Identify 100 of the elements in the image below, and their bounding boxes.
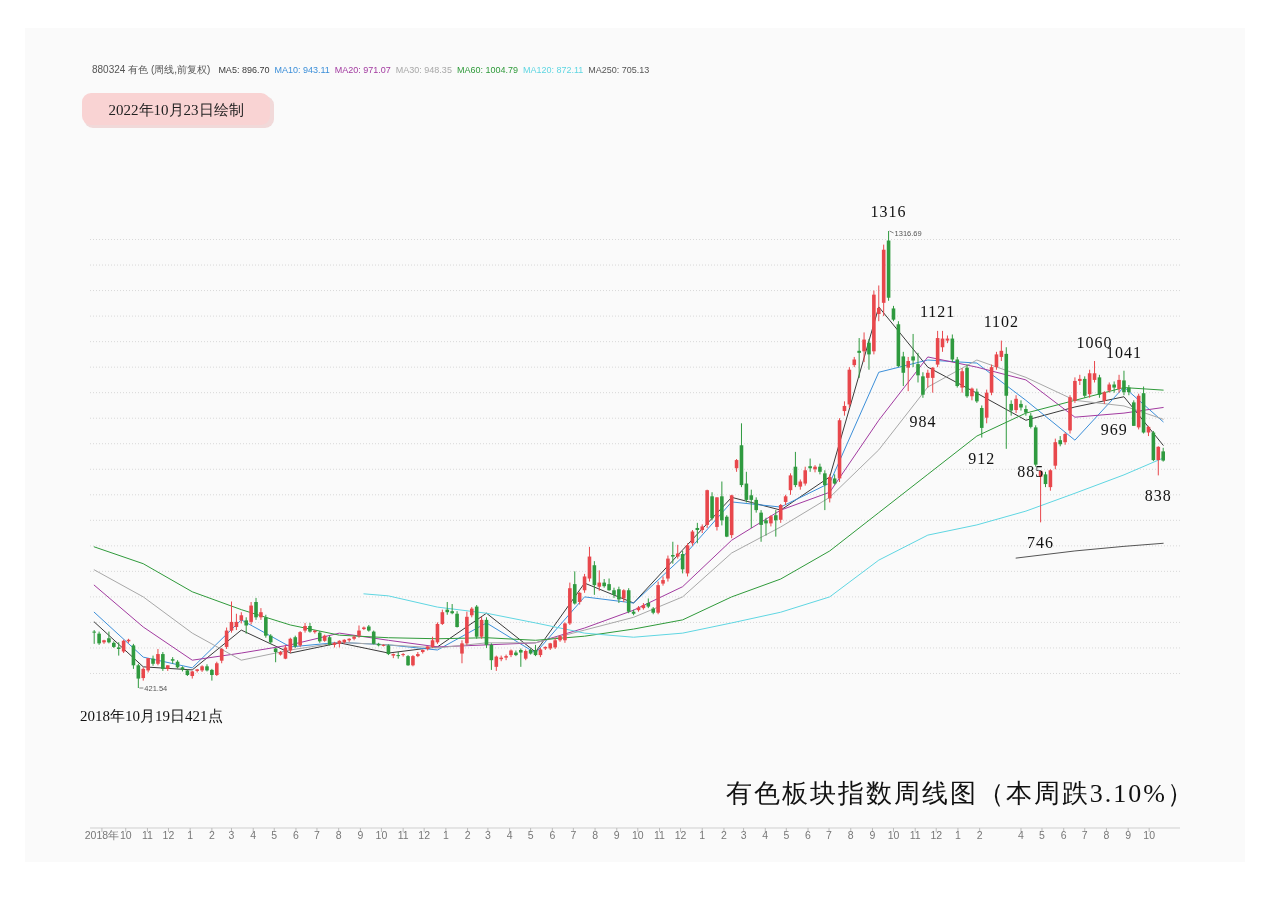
x-tick-label: 9 <box>613 829 620 841</box>
candlestick <box>161 651 165 672</box>
x-tick-label: 9 <box>357 829 364 841</box>
x-tick-label: 12 <box>162 829 175 841</box>
x-tick-label: 5 <box>1039 829 1046 841</box>
text: MA250: 705.13 <box>588 65 650 75</box>
candlestick <box>666 555 670 583</box>
x-tick-label: 10 <box>375 829 388 841</box>
x-tick-label: 5 <box>783 829 790 841</box>
x-tick-label: 11 <box>909 829 921 841</box>
candlestick <box>401 652 405 658</box>
candlestick <box>1117 374 1121 394</box>
candlestick <box>862 331 866 363</box>
x-tick-label: 10 <box>631 829 644 841</box>
x-tick-label: 4 <box>506 829 513 841</box>
x-tick-label: 10 <box>1143 829 1156 841</box>
annotation: 1316 <box>870 203 907 221</box>
x-tick-label: 11 <box>654 829 666 841</box>
candlestick <box>116 641 121 657</box>
candlestick <box>254 597 258 621</box>
x-tick-label: 10 <box>887 829 900 841</box>
x-tick-label: 3 <box>484 829 491 841</box>
x-tick-label: 2 <box>208 829 215 841</box>
candlestick <box>778 503 783 524</box>
candlestick <box>867 338 871 371</box>
annotation: 838 <box>1144 487 1172 505</box>
candlestick <box>210 668 214 682</box>
text: MA5: 896.70 <box>218 65 270 75</box>
candlestick <box>803 466 808 487</box>
candlestick <box>960 367 964 394</box>
x-tick-label: 1 <box>187 829 194 841</box>
candlestick <box>352 634 356 641</box>
text: MA120: 872.11 <box>522 65 584 75</box>
candlestick <box>504 654 508 661</box>
x-tick-label: 9 <box>869 829 876 841</box>
candlestick <box>827 473 832 503</box>
candlestick <box>808 458 812 473</box>
x-tick-label: 3 <box>740 829 747 841</box>
annotation: 1102 <box>983 312 1020 330</box>
x-tick-label: 8 <box>335 829 342 841</box>
x-tick-label: 4 <box>250 829 257 841</box>
candlestick <box>151 655 155 667</box>
candlestick <box>661 575 665 587</box>
text: MA10: 943.11 <box>274 65 330 75</box>
annotation: 746 <box>1027 534 1055 552</box>
text: MA60: 1004.79 <box>456 65 518 75</box>
x-tick-label: 1 <box>699 829 706 841</box>
x-tick-label: 2 <box>976 829 983 841</box>
candlestick <box>303 622 307 634</box>
x-tick-label: 6 <box>805 829 812 841</box>
x-tick-label: 2 <box>464 829 471 841</box>
x-tick-label: 7 <box>314 829 321 841</box>
candlestick <box>1019 399 1023 412</box>
candlestick <box>1156 445 1161 476</box>
candlestick <box>774 509 778 538</box>
candlestick <box>979 404 984 439</box>
x-tick-label: 2 <box>721 829 728 841</box>
x-tick-label: 8 <box>592 829 599 841</box>
x-tick-label: 2018年 <box>84 829 120 841</box>
candlestick <box>818 463 822 475</box>
candlestick <box>916 352 920 383</box>
text: 有色板块指数周线图（本周跌3.10%） <box>725 779 1195 808</box>
x-tick-label: 5 <box>527 829 534 841</box>
x-tick-label: 12 <box>930 829 943 841</box>
annotation: 912 <box>968 449 996 467</box>
x-tick-label: 10 <box>119 829 132 841</box>
x-tick-label: 1 <box>955 829 962 841</box>
candlestick <box>906 356 910 392</box>
candlestick <box>460 639 464 664</box>
x-tick-label: 1 <box>442 829 449 841</box>
text: 2018年10月19日421点 <box>80 708 223 724</box>
x-tick-label: 7 <box>826 829 833 841</box>
text: MA30: 948.35 <box>395 65 452 75</box>
candlestick <box>597 569 602 592</box>
x-tick-label: 9 <box>1125 829 1132 841</box>
x-tick-label: 6 <box>1060 829 1067 841</box>
candlestick <box>107 631 111 644</box>
candlestick <box>911 333 915 368</box>
x-tick-label: 11 <box>141 829 154 841</box>
candlestick <box>921 371 925 399</box>
candlestick <box>92 629 96 645</box>
x-tick-label: 5 <box>271 829 278 841</box>
candlestick <box>1131 399 1136 427</box>
candlestick <box>710 491 714 521</box>
candlestick <box>357 624 361 639</box>
candlestick <box>259 607 263 621</box>
annotation: 984 <box>909 412 937 430</box>
candlestick <box>249 601 253 625</box>
candlestick <box>1024 404 1028 417</box>
x-tick-label: 6 <box>293 829 300 841</box>
text: 2022年10月23日绘制 <box>108 102 244 118</box>
x-tick-label: 7 <box>570 829 577 841</box>
x-tick-label: 11 <box>397 829 409 841</box>
annotation: 969 <box>1100 420 1128 438</box>
candlestick <box>572 570 577 606</box>
x-tick-label: 4 <box>762 829 769 841</box>
x-tick-label: 8 <box>1103 829 1110 841</box>
candlestick <box>519 647 523 668</box>
x-tick-label: 12 <box>674 829 687 841</box>
legend-title: 880324 有色 (周线,前复权) <box>92 64 211 75</box>
